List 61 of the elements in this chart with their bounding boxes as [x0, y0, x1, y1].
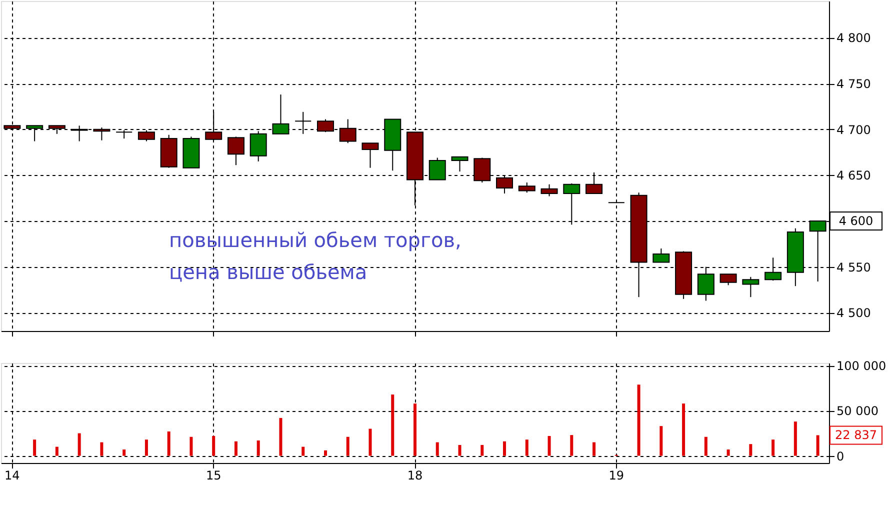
bar [167, 431, 170, 456]
bar [548, 436, 551, 456]
annotation: повышенный обьем торгов, [169, 228, 462, 252]
bar [772, 440, 775, 456]
bar [726, 449, 730, 456]
bar [794, 422, 797, 456]
bar [346, 436, 350, 456]
bar [660, 426, 663, 456]
bar [503, 441, 506, 456]
x-tick-label: 14 [4, 468, 20, 482]
bar [55, 446, 58, 456]
text: 22 837 [835, 428, 877, 442]
bar [525, 440, 528, 456]
y-tick-label: 4 650 [836, 168, 871, 183]
bar [480, 444, 484, 456]
y-tick-label: 4 750 [836, 77, 871, 91]
bar [704, 436, 708, 456]
x-tick-label: 15 [206, 468, 222, 482]
bar [279, 418, 282, 456]
bar [100, 442, 104, 456]
candlestick [227, 136, 244, 166]
bar [212, 436, 216, 456]
bar [414, 404, 416, 456]
bar [78, 433, 81, 456]
candlestick [540, 184, 558, 197]
candlestick [339, 118, 356, 144]
candlestick [451, 156, 468, 172]
bar [190, 436, 193, 456]
annotation: цена выше обьема [169, 260, 368, 284]
bar [816, 435, 820, 456]
bar [122, 449, 126, 456]
bar [33, 440, 36, 456]
bar [458, 444, 462, 456]
candlestick [518, 182, 536, 194]
y-tick-label: 50 000 [836, 404, 878, 418]
y-tick-label: 4 500 [836, 306, 871, 320]
text: 4 600 [838, 214, 874, 228]
bar [570, 435, 574, 456]
x-tick-label: 19 [608, 468, 624, 482]
bar [256, 440, 260, 456]
x-tick-label: 18 [407, 468, 423, 482]
bar [592, 442, 596, 456]
candlestick [362, 142, 379, 168]
y-tick-label: 0 [836, 449, 844, 464]
y-tick-label: 4 700 [836, 122, 871, 137]
y-tick-label: 4 800 [836, 31, 871, 46]
candlestick [742, 276, 760, 298]
bar [144, 440, 148, 456]
bar [302, 446, 305, 456]
candlestick [720, 274, 737, 286]
bar [324, 450, 327, 456]
bar [368, 428, 372, 456]
bar [234, 441, 238, 456]
bar [391, 394, 394, 456]
bar [749, 444, 752, 456]
bar [637, 384, 640, 456]
y-tick-label: 100 000 [836, 359, 886, 374]
bar [436, 442, 439, 456]
y-tick-label: 4 550 [836, 260, 871, 274]
bar [682, 404, 686, 456]
candlestick [652, 248, 670, 263]
